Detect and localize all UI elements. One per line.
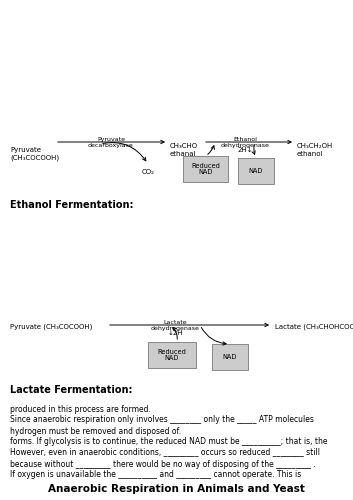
Text: hydrogen must be removed and disposed of.: hydrogen must be removed and disposed of… bbox=[10, 427, 181, 436]
Text: If oxygen is unavailable the __________ and _________ cannot operate. This is: If oxygen is unavailable the __________ … bbox=[10, 470, 301, 479]
Text: Lactate (CH₃CHOHCOOH): Lactate (CH₃CHOHCOOH) bbox=[275, 324, 353, 330]
FancyBboxPatch shape bbox=[238, 158, 274, 184]
Text: Ethanol Fermentation:: Ethanol Fermentation: bbox=[10, 200, 133, 210]
Text: because without _________ there would be no way of disposing of the _________ .: because without _________ there would be… bbox=[10, 460, 316, 469]
Text: However, even in anaerobic conditions, _________ occurs so reduced ________ stil: However, even in anaerobic conditions, _… bbox=[10, 447, 320, 456]
Text: Ethanol
dehydrogenase: Ethanol dehydrogenase bbox=[221, 137, 269, 148]
Text: NAD: NAD bbox=[223, 354, 237, 360]
Text: Reduced
NAD: Reduced NAD bbox=[157, 348, 186, 362]
Text: Lactate Fermentation:: Lactate Fermentation: bbox=[10, 385, 132, 395]
Text: produced in this process are formed.: produced in this process are formed. bbox=[10, 405, 151, 414]
Text: NAD: NAD bbox=[249, 168, 263, 174]
FancyBboxPatch shape bbox=[212, 344, 248, 370]
Text: CO₂: CO₂ bbox=[142, 169, 155, 175]
Text: Pyruvate (CH₃COCOOH): Pyruvate (CH₃COCOOH) bbox=[10, 324, 92, 330]
Text: Lactate
dehydrogenase: Lactate dehydrogenase bbox=[151, 320, 199, 331]
Text: Anaerobic Respiration in Animals and Yeast: Anaerobic Respiration in Animals and Yea… bbox=[48, 484, 304, 494]
Text: Reduced
NAD: Reduced NAD bbox=[191, 162, 220, 175]
Text: 2H↓: 2H↓ bbox=[237, 147, 253, 153]
Text: CH₃CHO
ethanal: CH₃CHO ethanal bbox=[170, 144, 198, 156]
Text: ↓2H: ↓2H bbox=[167, 330, 183, 336]
FancyBboxPatch shape bbox=[148, 342, 196, 368]
Text: forms. If glycolysis is to continue, the reduced NAD must be __________; that is: forms. If glycolysis is to continue, the… bbox=[10, 437, 328, 446]
Text: CH₃CH₂OH
ethanol: CH₃CH₂OH ethanol bbox=[297, 144, 333, 156]
Text: Pyruvate
(CH₃COCOOH): Pyruvate (CH₃COCOOH) bbox=[10, 147, 59, 161]
FancyBboxPatch shape bbox=[183, 156, 228, 182]
Text: Since anaerobic respiration only involves ________ only the _____ ATP molecules: Since anaerobic respiration only involve… bbox=[10, 415, 314, 424]
Text: Pyruvate
decarboxylase: Pyruvate decarboxylase bbox=[88, 137, 134, 148]
